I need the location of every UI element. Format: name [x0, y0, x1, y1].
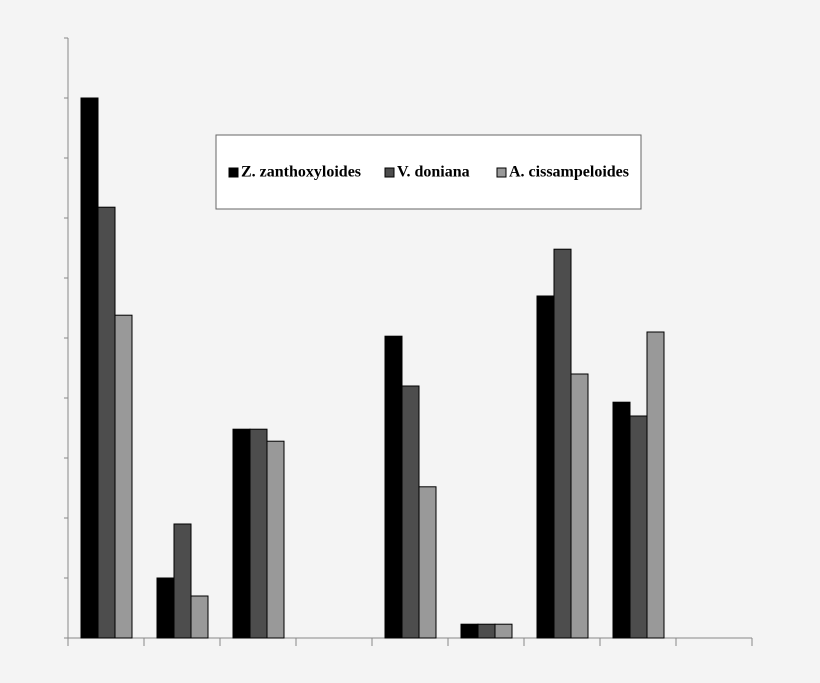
- legend-swatch: [384, 167, 395, 178]
- legend-swatch: [496, 167, 507, 178]
- legend-box: [215, 134, 642, 210]
- legend-label: A. cissampeloides: [509, 164, 629, 181]
- bar: [536, 295, 555, 639]
- bar: [80, 97, 99, 639]
- bar: [173, 523, 192, 639]
- bar: [97, 206, 116, 639]
- bar: [570, 373, 589, 639]
- bar: [460, 623, 479, 639]
- bar: [477, 623, 496, 639]
- bar: [418, 486, 437, 639]
- bar: [629, 415, 648, 639]
- bar: [612, 401, 631, 639]
- legend-swatch: [228, 167, 239, 178]
- bar: [156, 577, 175, 639]
- bar: [401, 385, 420, 639]
- bar: [494, 623, 513, 639]
- bar: [553, 248, 572, 639]
- bar: [114, 314, 133, 639]
- bar: [646, 331, 665, 639]
- bar: [249, 428, 268, 639]
- bar: [384, 335, 403, 639]
- legend-label: V. doniana: [397, 164, 470, 181]
- legend: [215, 134, 642, 210]
- bar: [190, 595, 209, 639]
- bar: [232, 428, 251, 639]
- bar: [266, 440, 285, 639]
- legend-label: Z. zanthoxyloides: [241, 164, 361, 181]
